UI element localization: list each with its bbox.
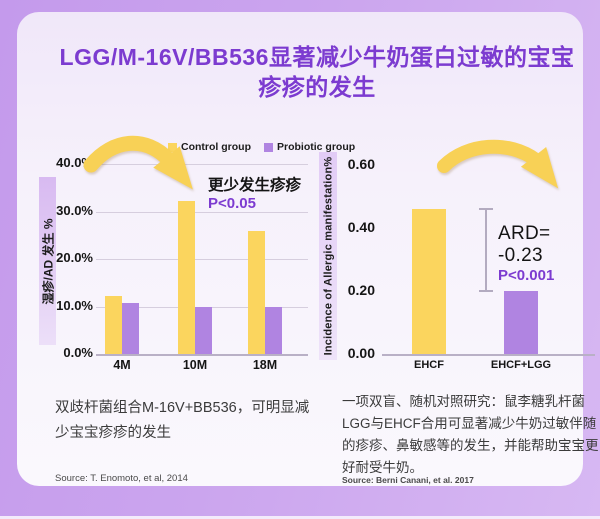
gridline bbox=[96, 211, 308, 213]
page-bottom-divider bbox=[0, 516, 600, 519]
y-tick-label: 0.60 bbox=[347, 156, 375, 172]
bar bbox=[178, 200, 195, 354]
x-tick-label: 18M bbox=[252, 358, 278, 372]
gridline bbox=[96, 259, 308, 260]
legend-item-probiotic: Probiotic group bbox=[263, 141, 356, 153]
y-tick-label: 0.00 bbox=[347, 345, 375, 361]
right-chart-y-axis-label: Incidence of Allergic manifestation% bbox=[319, 152, 337, 360]
legend-item-control: Control group bbox=[168, 141, 251, 153]
left-source-citation: Source: T. Enomoto, et al, 2014 bbox=[55, 473, 188, 484]
y-tick-label: 20.0% bbox=[56, 250, 93, 265]
probiotic-swatch-icon bbox=[263, 142, 273, 152]
page-title-line2: 疹疹的发生 bbox=[258, 74, 376, 100]
page-title-line1: LGG/M-16V/BB536显著减少牛奶蛋白过敏的宝宝 bbox=[59, 44, 575, 70]
x-tick-label: 10M bbox=[182, 358, 208, 372]
page-title: LGG/M-16V/BB536显著减少牛奶蛋白过敏的宝宝 疹疹的发生 bbox=[34, 42, 600, 102]
bar bbox=[412, 209, 446, 354]
chart-legend: Control group Probiotic group bbox=[168, 141, 355, 153]
content-card: LGG/M-16V/BB536显著减少牛奶蛋白过敏的宝宝 疹疹的发生 Contr… bbox=[17, 12, 599, 486]
bar bbox=[248, 230, 265, 354]
right-chart-caption: 一项双盲、随机对照研究：鼠李糖乳杆菌LGG与EHCF合用可显著减少牛奶过敏伴随的… bbox=[342, 394, 599, 475]
right-chart-annotation: ARD= -0.23 P<0.001 bbox=[498, 223, 583, 284]
y-tick-label: 0.0% bbox=[63, 345, 93, 360]
legend-probiotic-label: Probiotic group bbox=[276, 141, 356, 153]
right-source-citation: Source: Berni Canani, et al. 2017 bbox=[342, 475, 474, 485]
right-p-value: P<0.001 bbox=[498, 267, 555, 284]
y-tick-label: 0.20 bbox=[347, 282, 375, 298]
bar bbox=[504, 291, 538, 354]
ard-value-text: ARD= -0.23 bbox=[498, 223, 551, 266]
bar bbox=[265, 306, 282, 354]
control-swatch-icon bbox=[168, 142, 177, 152]
left-chart-caption: 双歧杆菌组合M-16V+BB536，可明显减少宝宝疹疹的发生 bbox=[55, 400, 310, 441]
significance-bracket bbox=[479, 208, 493, 292]
y-tick-label: 0.40 bbox=[347, 219, 375, 235]
x-tick-label: 4M bbox=[113, 358, 131, 372]
left-p-value: P<0.05 bbox=[208, 195, 256, 212]
right-curved-arrow-icon bbox=[437, 139, 559, 189]
left-annotation-text: 更少发生疹疹 bbox=[208, 177, 302, 194]
legend-control-label: Control group bbox=[181, 141, 251, 153]
y-tick-label: 40.0% bbox=[56, 155, 93, 170]
bar bbox=[195, 306, 212, 354]
left-chart-annotation: 更少发生疹疹 P<0.05 bbox=[208, 173, 301, 212]
bar bbox=[122, 302, 139, 354]
y-tick-label: 30.0% bbox=[56, 202, 93, 218]
x-axis-line bbox=[382, 354, 595, 356]
gridline bbox=[96, 164, 308, 165]
bar bbox=[105, 295, 122, 354]
left-chart-y-axis-label: 湿疹/AD 发生 % bbox=[39, 177, 56, 345]
y-tick-label: 10.0% bbox=[56, 297, 93, 313]
x-tick-label: EHCF bbox=[414, 359, 444, 371]
x-axis-line bbox=[96, 354, 308, 356]
x-tick-label: EHCF+LGG bbox=[490, 359, 552, 371]
